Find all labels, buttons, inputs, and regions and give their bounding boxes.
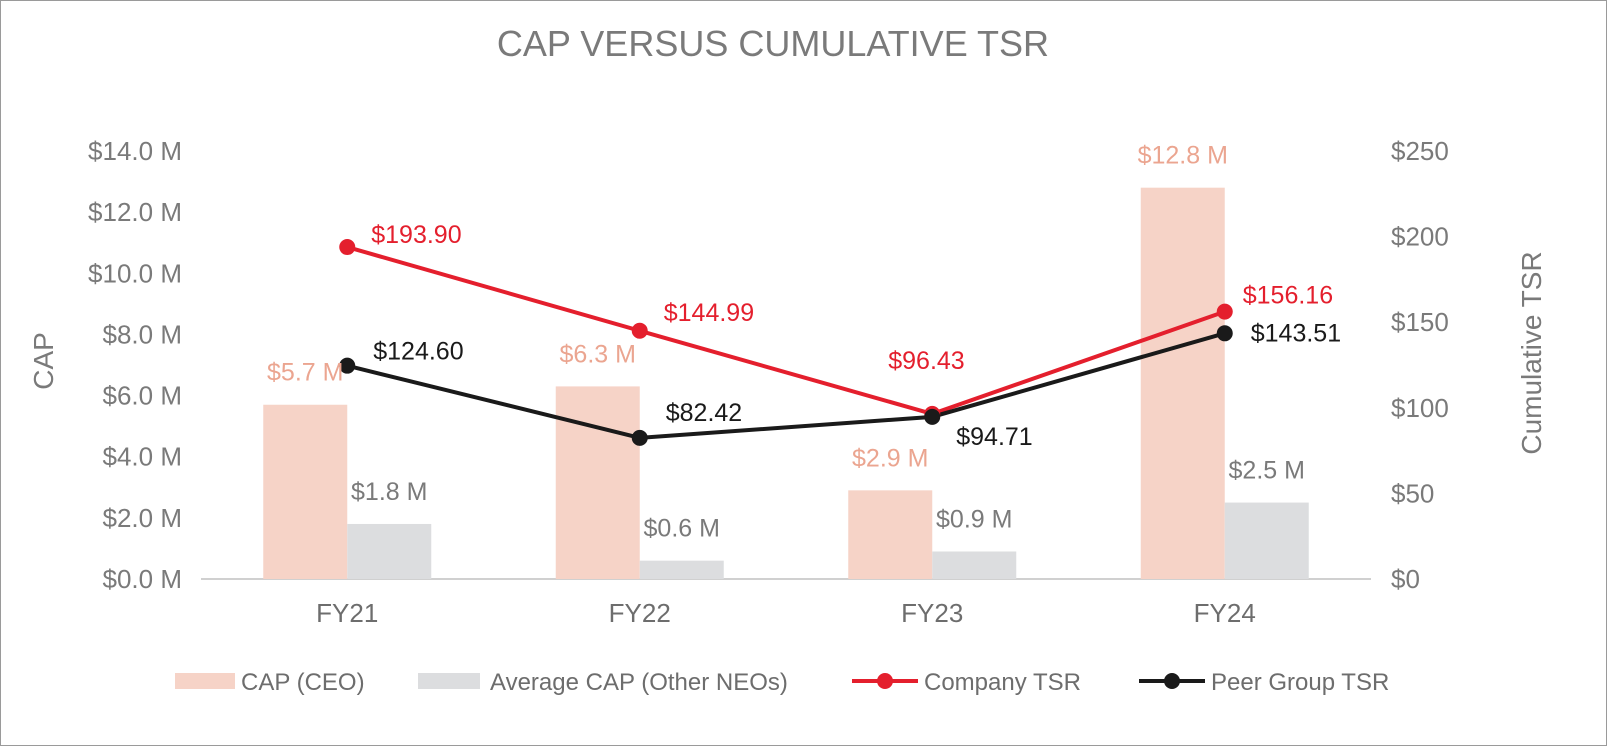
point-company-tsr: [631, 322, 648, 339]
data-label-cap-ceo: $6.3 M: [560, 340, 636, 368]
data-label-avg-cap-neo: $1.8 M: [351, 478, 427, 506]
legend-label-avg-cap-neo: Average CAP (Other NEOs): [490, 669, 788, 696]
y2-tick-label: $0: [1391, 564, 1420, 594]
data-label-peer-group-tsr: $124.60: [373, 338, 463, 366]
data-label-avg-cap-neo: $2.5 M: [1229, 457, 1305, 485]
point-peer-group-tsr: [1216, 325, 1233, 342]
x-tick-label: FY23: [901, 598, 963, 628]
x-tick-label: FY22: [609, 598, 671, 628]
point-company-tsr: [339, 239, 356, 256]
y-axis-title: CAP: [28, 332, 59, 390]
lines-layer: [339, 239, 1233, 446]
y2-tick-label: $100: [1391, 393, 1449, 423]
bar-cap-ceo: [555, 386, 640, 579]
legend-label-company-tsr: Company TSR: [924, 669, 1081, 696]
bar-avg-cap-neo: [639, 560, 724, 579]
point-peer-group-tsr: [631, 429, 648, 446]
x-tick-label: FY21: [316, 598, 378, 628]
legend-label-peer-group-tsr: Peer Group TSR: [1211, 669, 1389, 696]
data-label-peer-group-tsr: $94.71: [956, 423, 1032, 451]
y2-tick-label: $50: [1391, 478, 1434, 508]
legend-label-cap-ceo: CAP (CEO): [241, 669, 365, 696]
chart-title: CAP VERSUS CUMULATIVE TSR: [497, 23, 1049, 64]
legend: CAP (CEO) Average CAP (Other NEOs) Company…: [175, 669, 1389, 696]
point-company-tsr: [1216, 303, 1233, 320]
y-tick-label: $2.0 M: [103, 503, 183, 533]
data-label-cap-ceo: $2.9 M: [852, 444, 928, 472]
data-label-cap-ceo: $5.7 M: [267, 359, 343, 387]
legend-swatch-avg-cap-neo: [418, 673, 480, 689]
bars-layer: [263, 187, 1309, 579]
data-label-peer-group-tsr: $82.42: [666, 399, 742, 427]
y-tick-label: $6.0 M: [103, 381, 183, 411]
point-peer-group-tsr: [339, 357, 356, 374]
y-tick-label: $10.0 M: [88, 258, 182, 288]
bar-avg-cap-neo: [932, 551, 1017, 579]
bar-cap-ceo: [1140, 187, 1225, 579]
y-tick-label: $4.0 M: [103, 442, 183, 472]
data-label-cap-ceo: $12.8 M: [1138, 142, 1228, 170]
point-peer-group-tsr: [924, 408, 941, 425]
legend-marker-peer-group-tsr: [1164, 673, 1180, 689]
y2-tick-label: $250: [1391, 136, 1449, 166]
line-peer-group-tsr: [346, 331, 1226, 440]
y2-tick-label: $200: [1391, 222, 1449, 252]
legend-marker-company-tsr: [877, 673, 893, 689]
data-label-company-tsr: $193.90: [371, 221, 461, 249]
bar-cap-ceo: [848, 490, 933, 579]
y-tick-label: $8.0 M: [103, 319, 183, 349]
axes-layer: $0.0 M $2.0 M $4.0 M $6.0 M $8.0 M $10.0 M $12…: [88, 136, 1449, 628]
bar-cap-ceo: [263, 404, 348, 579]
legend-swatch-cap-ceo: [175, 673, 235, 689]
data-label-avg-cap-neo: $0.6 M: [644, 515, 720, 543]
data-label-company-tsr: $96.43: [888, 347, 964, 375]
data-label-company-tsr: $144.99: [664, 299, 754, 327]
y-tick-label: $12.0 M: [88, 197, 182, 227]
bar-avg-cap-neo: [347, 523, 432, 579]
line-company-tsr: [346, 245, 1226, 417]
bar-avg-cap-neo: [1224, 502, 1309, 579]
x-tick-label: FY24: [1194, 598, 1256, 628]
data-label-avg-cap-neo: $0.9 M: [936, 505, 1012, 533]
data-labels-layer: $5.7 M $1.8 M $6.3 M $0.6 M $2.9 M $0.9 M $12.…: [267, 142, 1341, 543]
y2-axis-title: Cumulative TSR: [1516, 251, 1547, 454]
data-label-company-tsr: $156.16: [1243, 282, 1333, 310]
y-tick-label: $14.0 M: [88, 136, 182, 166]
y-tick-label: $0.0 M: [103, 564, 183, 594]
data-label-peer-group-tsr: $143.51: [1251, 319, 1341, 347]
y2-tick-label: $150: [1391, 307, 1449, 337]
